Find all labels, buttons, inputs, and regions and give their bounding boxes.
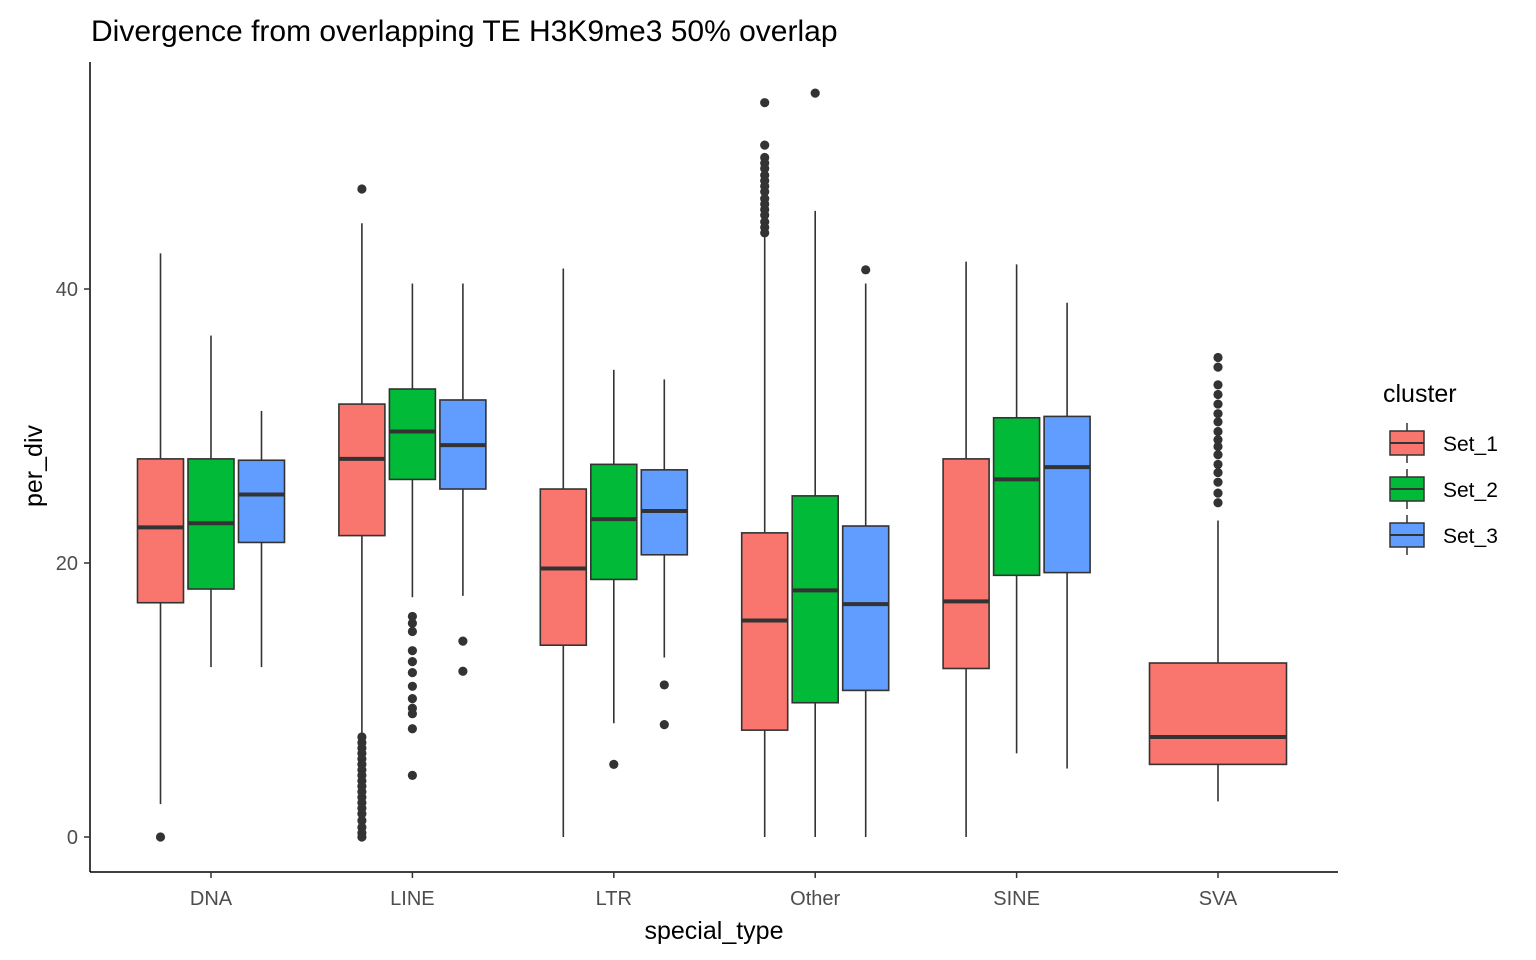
outlier-point [357,832,367,842]
box-iqr [338,403,386,537]
outlier-point [1213,459,1223,469]
box-set1-ltr [539,268,588,837]
legend-item-set2: Set_2 [1389,469,1498,509]
outlier-point [760,163,770,174]
x-tick-label: SINE [993,888,1040,910]
box-iqr [388,388,437,481]
outlier-point [407,681,417,691]
x-tick-label: DNA [190,888,233,910]
outlier-point [407,657,417,667]
outlier-point [1213,498,1223,508]
outlier-point [760,228,770,238]
box-iqr [740,532,789,731]
outlier-point [760,187,770,197]
outlier-point [1213,352,1223,363]
outlier-point [760,140,770,150]
box-set1-sine [942,261,990,837]
outlier-point [407,626,417,637]
box-iqr [992,416,1041,577]
outlier-point [407,694,417,704]
outlier-point [810,88,820,98]
x-tick-label: SVA [1199,888,1238,910]
box-set2-other [791,88,840,837]
outlier-point [1213,488,1223,498]
box-iqr [237,459,286,544]
outlier-point [407,709,417,719]
outlier-point [1213,380,1223,390]
box-set3-dna [237,410,286,668]
box-set2-dna [187,335,235,668]
outlier-point [407,646,417,656]
outlier-point [760,210,770,220]
legend-label: Set_2 [1443,479,1498,502]
outlier-point [407,668,417,678]
legend-item-set3: Set_3 [1389,515,1498,555]
plot-area [136,88,1288,842]
outlier-point [659,680,669,690]
outlier-point [458,666,468,676]
box-set3-other [841,265,890,837]
y-tick-label: 20 [56,553,78,575]
legend-label: Set_3 [1443,525,1498,548]
box-set1-dna [136,253,185,842]
box-iqr [1043,415,1091,574]
y-axis: 0 20 40 [56,62,91,872]
box-set1-other [740,98,789,837]
outlier-point [1213,409,1223,419]
box-iqr [942,458,990,670]
outlier-point [760,98,770,108]
x-tick-label: LINE [390,888,434,910]
outlier-point [861,265,871,275]
box-set3-ltr [640,379,689,730]
y-axis-label: per_div [20,425,48,507]
x-tick-label: LTR [596,888,632,910]
outlier-point [1213,435,1223,445]
outlier-point [458,636,468,646]
box-set3-line [439,283,487,676]
box-set3-sine [1043,302,1091,769]
chart-title: Divergence from overlapping TE H3K9me3 5… [91,15,838,48]
box-iqr [136,458,185,604]
box-iqr [589,463,638,581]
outlier-point [1213,362,1223,372]
outlier-point [1213,399,1223,409]
outlier-point [407,618,417,628]
legend-title: cluster [1383,380,1457,408]
outlier-point [659,720,669,730]
x-tick-label: Other [790,888,840,910]
y-tick-label: 0 [67,827,78,849]
outlier-point [357,815,367,826]
box-set2-sine [992,264,1041,754]
y-tick-label: 40 [56,279,78,301]
box-set2-line [388,283,437,780]
box-set1-line [338,184,386,842]
outlier-point [357,184,367,194]
legend-label: Set_1 [1443,433,1498,456]
box-set1-sva [1148,352,1288,802]
box-set2-ltr [589,369,638,769]
legend-item-set1: Set_1 [1389,423,1498,463]
box-iqr [841,525,890,692]
box-iqr [791,495,840,704]
outlier-point [1213,467,1223,478]
outlier-point [1213,417,1223,427]
outlier-point [155,832,166,842]
outlier-point [407,611,417,622]
outlier-point [357,809,367,819]
outlier-point [1213,450,1223,460]
x-axis: DNA LINE LTR Other SINE SVA [90,871,1338,910]
outlier-point [1213,426,1223,437]
outlier-point [407,724,417,734]
outlier-point [1213,441,1223,452]
legend: cluster Set_1 Set_2 Set_3 [1383,380,1498,555]
x-axis-label: special_type [645,917,784,945]
box-iqr [1148,662,1288,766]
outlier-point [1213,389,1223,400]
outlier-point [407,770,417,780]
outlier-point [609,759,619,769]
outlier-point [1213,477,1223,487]
